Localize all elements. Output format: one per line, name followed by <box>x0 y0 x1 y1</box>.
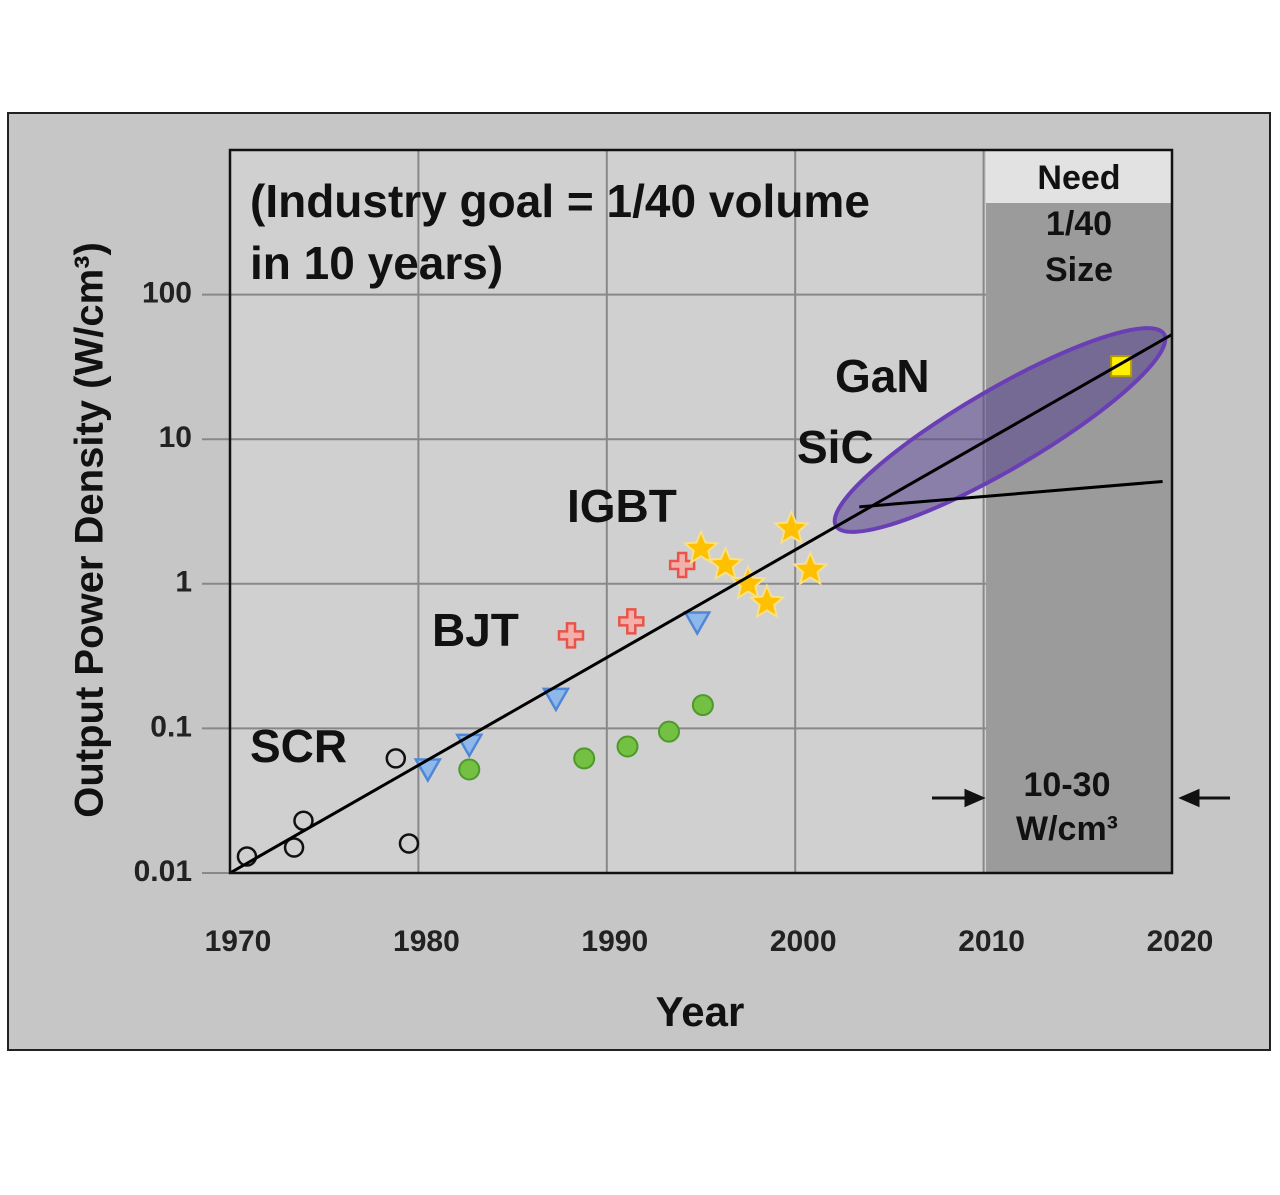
x-axis-label: Year <box>656 988 745 1035</box>
point <box>682 529 720 565</box>
point <box>657 720 680 743</box>
point <box>616 735 639 758</box>
x-tick-label: 1970 <box>205 925 272 958</box>
arrow-head <box>964 788 986 808</box>
point <box>283 837 305 858</box>
y-tick-label: 0.1 <box>150 710 192 743</box>
point <box>683 611 712 637</box>
arrow-head <box>1178 788 1200 808</box>
arrows <box>932 788 1230 808</box>
point <box>541 687 571 713</box>
annotation: SiC <box>797 421 874 473</box>
annotation: in 10 years) <box>250 237 503 289</box>
point <box>706 545 745 581</box>
point <box>618 608 645 635</box>
annotation: GaN <box>835 350 930 402</box>
point <box>791 550 829 586</box>
point <box>385 748 407 769</box>
x-tick-label: 2020 <box>1147 925 1214 958</box>
y-tick-label: 0.01 <box>134 855 192 888</box>
plot-border <box>228 148 1174 875</box>
y-tick-label: 10 <box>159 421 192 454</box>
point <box>729 564 767 600</box>
target-header <box>986 150 1172 203</box>
trend-line <box>229 333 1173 875</box>
point <box>772 509 811 545</box>
annotation: 10-30 <box>1024 766 1111 804</box>
point <box>557 622 585 649</box>
marks <box>229 333 1173 875</box>
point <box>748 583 786 619</box>
x-tick-label: 1980 <box>393 925 460 958</box>
annotation: IGBT <box>567 480 677 532</box>
annotation: BJT <box>432 604 519 656</box>
trend-line <box>859 480 1163 509</box>
x-tick-label: 1990 <box>581 925 648 958</box>
point <box>691 694 714 717</box>
annotation: 1/40 <box>1046 205 1112 243</box>
x-tick-label: 2010 <box>958 925 1025 958</box>
point <box>668 551 696 579</box>
point <box>458 758 481 781</box>
annotation: W/cm³ <box>1016 810 1118 848</box>
y-tick-label: 100 <box>142 277 192 310</box>
y-tick-label: 1 <box>175 566 192 599</box>
annotation: Need <box>1037 159 1120 197</box>
annotation: SCR <box>250 720 347 772</box>
y-axis-label: Output Power Density (W/cm³) <box>68 242 112 818</box>
x-tick-label: 2000 <box>770 925 837 958</box>
point <box>573 747 596 770</box>
target-region <box>986 203 1172 873</box>
point <box>398 833 420 854</box>
annotation: (Industry goal = 1/40 volume <box>250 175 870 227</box>
annotation: Size <box>1045 251 1113 289</box>
